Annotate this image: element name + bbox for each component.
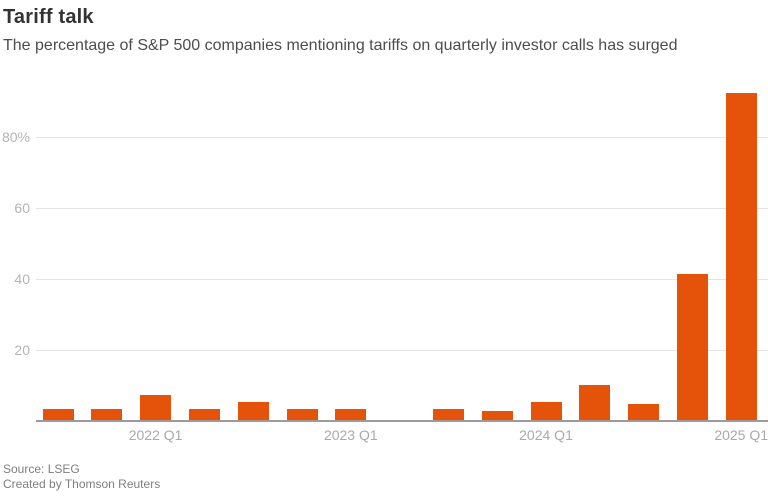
plot-area	[36, 85, 768, 422]
bar-2022-q2	[188, 409, 220, 420]
y-axis-tick-label: 80%	[1, 129, 30, 145]
source-text: Source: LSEG	[3, 462, 80, 476]
x-axis-tick-label: 2023 Q1	[323, 427, 378, 443]
bar-2023-q1	[335, 409, 367, 420]
gridline-60	[36, 208, 768, 209]
x-axis-tick-label: 2024 Q1	[519, 427, 573, 443]
bar-2022-q4	[286, 409, 318, 420]
bar-2024-q2	[579, 384, 611, 420]
gridline-40	[36, 279, 768, 280]
credit-text: Created by Thomson Reuters	[3, 477, 161, 491]
bar-2024-q1	[530, 402, 562, 420]
bar-2021-q4	[91, 409, 123, 420]
bar-2025-q1	[725, 93, 757, 420]
bar-2024-q4	[676, 274, 708, 420]
chart-title: Tariff talk	[3, 6, 94, 28]
x-axis-tick-label: 2025 Q1	[714, 427, 768, 443]
gridline-80	[36, 137, 768, 138]
chart-footer: Source: LSEG Created by Thomson Reuters	[3, 462, 160, 492]
bar-2023-q4	[481, 411, 513, 420]
bar-2023-q3	[432, 409, 464, 420]
y-axis-tick-label: 60	[14, 200, 30, 216]
gridline-20	[36, 350, 768, 351]
y-axis-tick-label: 20	[14, 342, 30, 358]
bar-2024-q3	[628, 404, 660, 420]
bar-2022-q3	[237, 402, 269, 420]
y-axis-tick-label: 40	[14, 271, 30, 287]
chart-subtitle: The percentage of S&P 500 companies ment…	[3, 37, 678, 54]
x-axis-tick-label: 2022 Q1	[128, 427, 183, 443]
bar-2021-q3	[42, 409, 74, 420]
bar-2022-q1	[140, 395, 172, 420]
x-axis-line	[36, 420, 768, 422]
